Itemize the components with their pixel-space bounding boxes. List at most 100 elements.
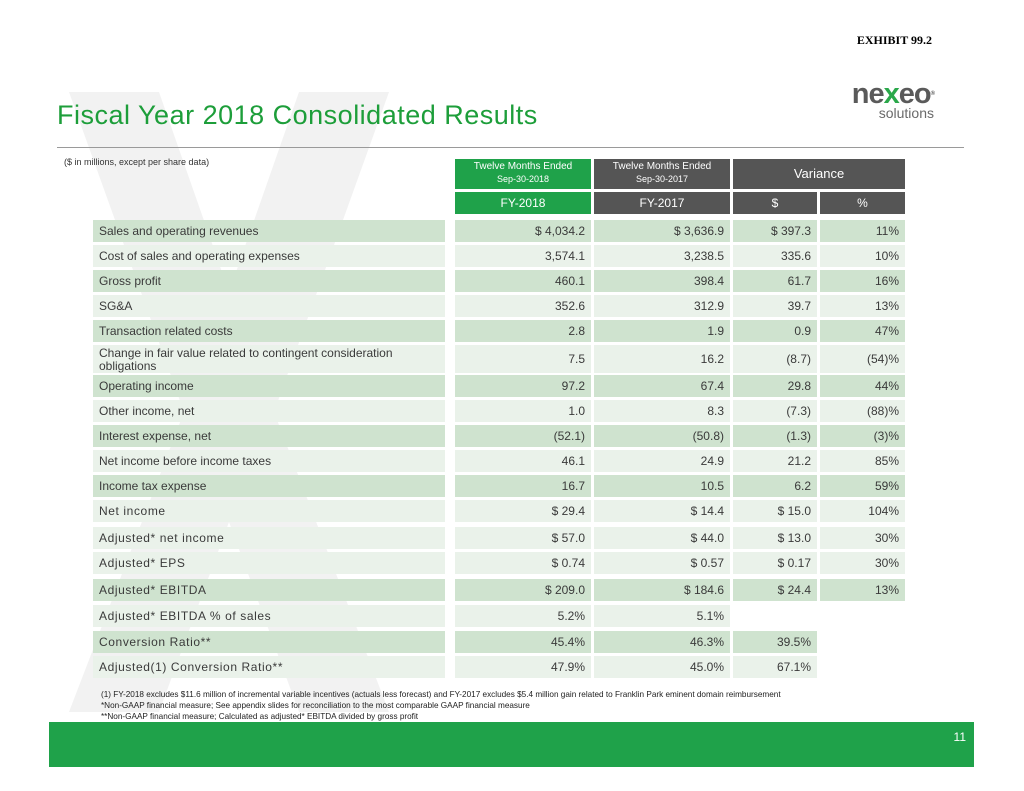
cell-fy2018: 97.2 bbox=[455, 375, 591, 397]
cell-fy2018: 2.8 bbox=[455, 320, 591, 342]
header-fy2017-line2: Sep-30-2017 bbox=[635, 174, 689, 184]
row-label: Transaction related costs bbox=[93, 320, 445, 342]
footnote-1: (1) FY-2018 excludes $11.6 million of in… bbox=[101, 690, 781, 699]
cell-fy2018: 47.9% bbox=[455, 656, 591, 678]
cell-variance-pct: 85% bbox=[820, 450, 905, 472]
cell-variance-pct: 13% bbox=[820, 295, 905, 317]
cell-variance-pct: 11% bbox=[820, 220, 905, 242]
cell-fy2018: $ 0.74 bbox=[455, 552, 591, 574]
cell-fy2017: 312.9 bbox=[594, 295, 730, 317]
logo-subtitle: solutions bbox=[878, 105, 934, 121]
logo-wordmark: nexeo® bbox=[851, 78, 936, 110]
header-fy2018-line2: Sep-30-2018 bbox=[496, 174, 550, 184]
cell-fy2018: 45.4% bbox=[455, 631, 591, 653]
col-header-variance-pct: % bbox=[820, 192, 905, 214]
cell-variance-pct: 47% bbox=[820, 320, 905, 342]
cell-fy2018: $ 57.0 bbox=[455, 527, 591, 549]
cell-variance-dollar: 39.5% bbox=[733, 631, 817, 653]
cell-variance-dollar: $ 13.0 bbox=[733, 527, 817, 549]
row-label: Adjusted* EBITDA bbox=[93, 579, 445, 601]
cell-variance-dollar: (8.7) bbox=[733, 345, 817, 373]
page-number: 11 bbox=[953, 730, 966, 744]
row-label: Income tax expense bbox=[93, 475, 445, 497]
cell-variance-pct bbox=[820, 656, 905, 678]
cell-variance-pct: (3)% bbox=[820, 425, 905, 447]
row-label: Adjusted(1) Conversion Ratio** bbox=[93, 656, 445, 678]
cell-fy2018: $ 209.0 bbox=[455, 579, 591, 601]
cell-fy2018: 5.2% bbox=[455, 605, 591, 627]
header-fy2018-line1: Twelve Months Ended bbox=[473, 161, 573, 172]
col-header-fy2018: FY-2018 bbox=[455, 192, 591, 214]
cell-fy2018: 46.1 bbox=[455, 450, 591, 472]
row-label: Cost of sales and operating expenses bbox=[93, 245, 445, 267]
cell-variance-dollar: 21.2 bbox=[733, 450, 817, 472]
cell-fy2017: $ 184.6 bbox=[594, 579, 730, 601]
logo-text-x: x bbox=[883, 78, 900, 110]
header-variance: Variance bbox=[733, 159, 905, 189]
cell-variance-dollar: $ 24.4 bbox=[733, 579, 817, 601]
logo-text-eo: eo bbox=[898, 78, 932, 110]
header-fy2018-period: Twelve Months Ended Sep-30-2018 bbox=[455, 159, 591, 189]
cell-fy2017: 46.3% bbox=[594, 631, 730, 653]
company-logo: nexeo® solutions bbox=[851, 78, 936, 121]
cell-variance-pct bbox=[820, 631, 905, 653]
row-label: Net income before income taxes bbox=[93, 450, 445, 472]
cell-variance-pct: (88)% bbox=[820, 400, 905, 422]
row-label: Sales and operating revenues bbox=[93, 220, 445, 242]
cell-fy2017: $ 14.4 bbox=[594, 500, 730, 522]
footnotes: (1) FY-2018 excludes $11.6 million of in… bbox=[101, 689, 781, 722]
cell-variance-dollar bbox=[733, 605, 817, 627]
cell-variance-pct bbox=[820, 605, 905, 627]
cell-fy2017: 10.5 bbox=[594, 475, 730, 497]
title-divider bbox=[57, 147, 964, 148]
units-note: ($ in millions, except per share data) bbox=[64, 157, 210, 167]
cell-variance-dollar: 6.2 bbox=[733, 475, 817, 497]
cell-variance-pct: 59% bbox=[820, 475, 905, 497]
cell-variance-pct: 104% bbox=[820, 500, 905, 522]
cell-fy2018: $ 29.4 bbox=[455, 500, 591, 522]
slide: Fiscal Year 2018 Consolidated Results ne… bbox=[49, 62, 974, 767]
cell-fy2017: 24.9 bbox=[594, 450, 730, 472]
cell-variance-pct: 13% bbox=[820, 579, 905, 601]
cell-fy2018: 16.7 bbox=[455, 475, 591, 497]
cell-fy2017: $ 44.0 bbox=[594, 527, 730, 549]
cell-variance-dollar: $ 0.17 bbox=[733, 552, 817, 574]
cell-fy2018: 7.5 bbox=[455, 345, 591, 373]
cell-fy2018: 3,574.1 bbox=[455, 245, 591, 267]
exhibit-label: EXHIBIT 99.2 bbox=[856, 33, 932, 47]
logo-text-ne: ne bbox=[851, 78, 885, 110]
cell-fy2017: 8.3 bbox=[594, 400, 730, 422]
cell-fy2017: (50.8) bbox=[594, 425, 730, 447]
cell-variance-dollar: $ 397.3 bbox=[733, 220, 817, 242]
cell-variance-dollar: 39.7 bbox=[733, 295, 817, 317]
row-label: Adjusted* net income bbox=[93, 527, 445, 549]
cell-fy2017: 398.4 bbox=[594, 270, 730, 292]
cell-variance-dollar: 0.9 bbox=[733, 320, 817, 342]
cell-fy2017: 3,238.5 bbox=[594, 245, 730, 267]
row-label: SG&A bbox=[93, 295, 445, 317]
row-label: Conversion Ratio** bbox=[93, 631, 445, 653]
cell-fy2017: 1.9 bbox=[594, 320, 730, 342]
cell-variance-pct: (54)% bbox=[820, 345, 905, 373]
cell-variance-pct: 30% bbox=[820, 527, 905, 549]
row-label: Operating income bbox=[93, 375, 445, 397]
row-label: Change in fair value related to continge… bbox=[93, 345, 445, 373]
cell-variance-dollar: (7.3) bbox=[733, 400, 817, 422]
cell-variance-dollar: 29.8 bbox=[733, 375, 817, 397]
cell-variance-dollar: 61.7 bbox=[733, 270, 817, 292]
row-label: Gross profit bbox=[93, 270, 445, 292]
cell-fy2018: $ 4,034.2 bbox=[455, 220, 591, 242]
cell-variance-pct: 44% bbox=[820, 375, 905, 397]
row-label: Net income bbox=[93, 500, 445, 522]
footer-bar bbox=[49, 722, 974, 767]
cell-fy2017: $ 3,636.9 bbox=[594, 220, 730, 242]
cell-fy2018: (52.1) bbox=[455, 425, 591, 447]
row-label: Adjusted* EPS bbox=[93, 552, 445, 574]
cell-fy2018: 352.6 bbox=[455, 295, 591, 317]
cell-fy2017: 45.0% bbox=[594, 656, 730, 678]
col-header-fy2017: FY-2017 bbox=[594, 192, 730, 214]
row-label: Other income, net bbox=[93, 400, 445, 422]
logo-trademark: ® bbox=[930, 91, 936, 97]
header-fy2017-period: Twelve Months Ended Sep-30-2017 bbox=[594, 159, 730, 189]
row-label: Interest expense, net bbox=[93, 425, 445, 447]
